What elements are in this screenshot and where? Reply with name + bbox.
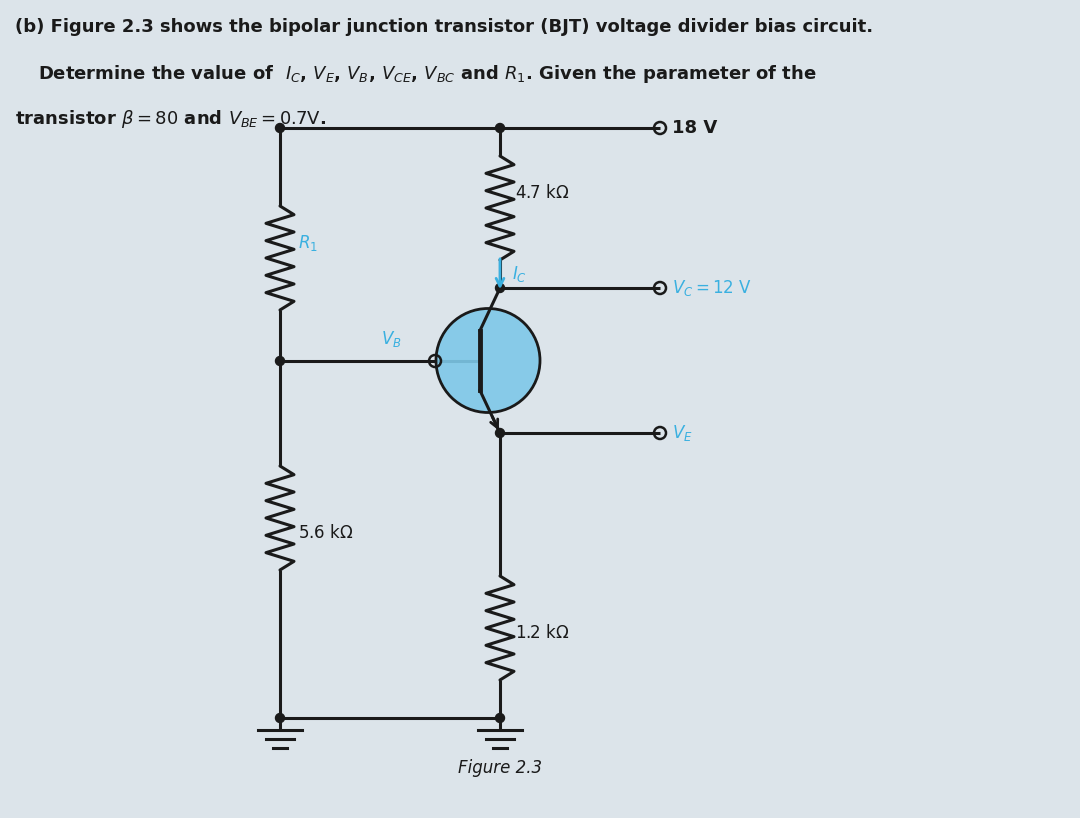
Circle shape <box>496 284 504 293</box>
Circle shape <box>275 357 284 366</box>
Circle shape <box>436 308 540 412</box>
Text: $4.7\ \mathrm{k\Omega}$: $4.7\ \mathrm{k\Omega}$ <box>515 184 569 202</box>
Circle shape <box>496 713 504 722</box>
Text: $V_B$: $V_B$ <box>381 329 402 349</box>
Text: Determine the value of  $I_C$, $V_E$, $V_B$, $V_{CE}$, $V_{BC}$ and $R_1$. Given: Determine the value of $I_C$, $V_E$, $V_… <box>38 63 816 85</box>
Text: $V_C = 12\ \mathrm{V}$: $V_C = 12\ \mathrm{V}$ <box>672 278 752 298</box>
Text: (b) Figure 2.3 shows the bipolar junction transistor (BJT) voltage divider bias : (b) Figure 2.3 shows the bipolar junctio… <box>15 18 873 36</box>
Text: $I_C$: $I_C$ <box>512 264 527 284</box>
Circle shape <box>275 713 284 722</box>
Circle shape <box>496 429 504 438</box>
Text: 18 V: 18 V <box>672 119 717 137</box>
Text: $5.6\ \mathrm{k\Omega}$: $5.6\ \mathrm{k\Omega}$ <box>298 524 353 542</box>
Text: transistor $\beta = 80$ and $V_{BE} = 0.7\mathrm{V}$.: transistor $\beta = 80$ and $V_{BE} = 0.… <box>15 108 326 130</box>
Circle shape <box>275 124 284 133</box>
Text: $1.2\ \mathrm{k\Omega}$: $1.2\ \mathrm{k\Omega}$ <box>515 624 570 642</box>
Text: $V_E$: $V_E$ <box>672 423 692 443</box>
Circle shape <box>496 124 504 133</box>
Text: Figure 2.3: Figure 2.3 <box>458 759 542 777</box>
Text: $R_1$: $R_1$ <box>298 233 318 253</box>
